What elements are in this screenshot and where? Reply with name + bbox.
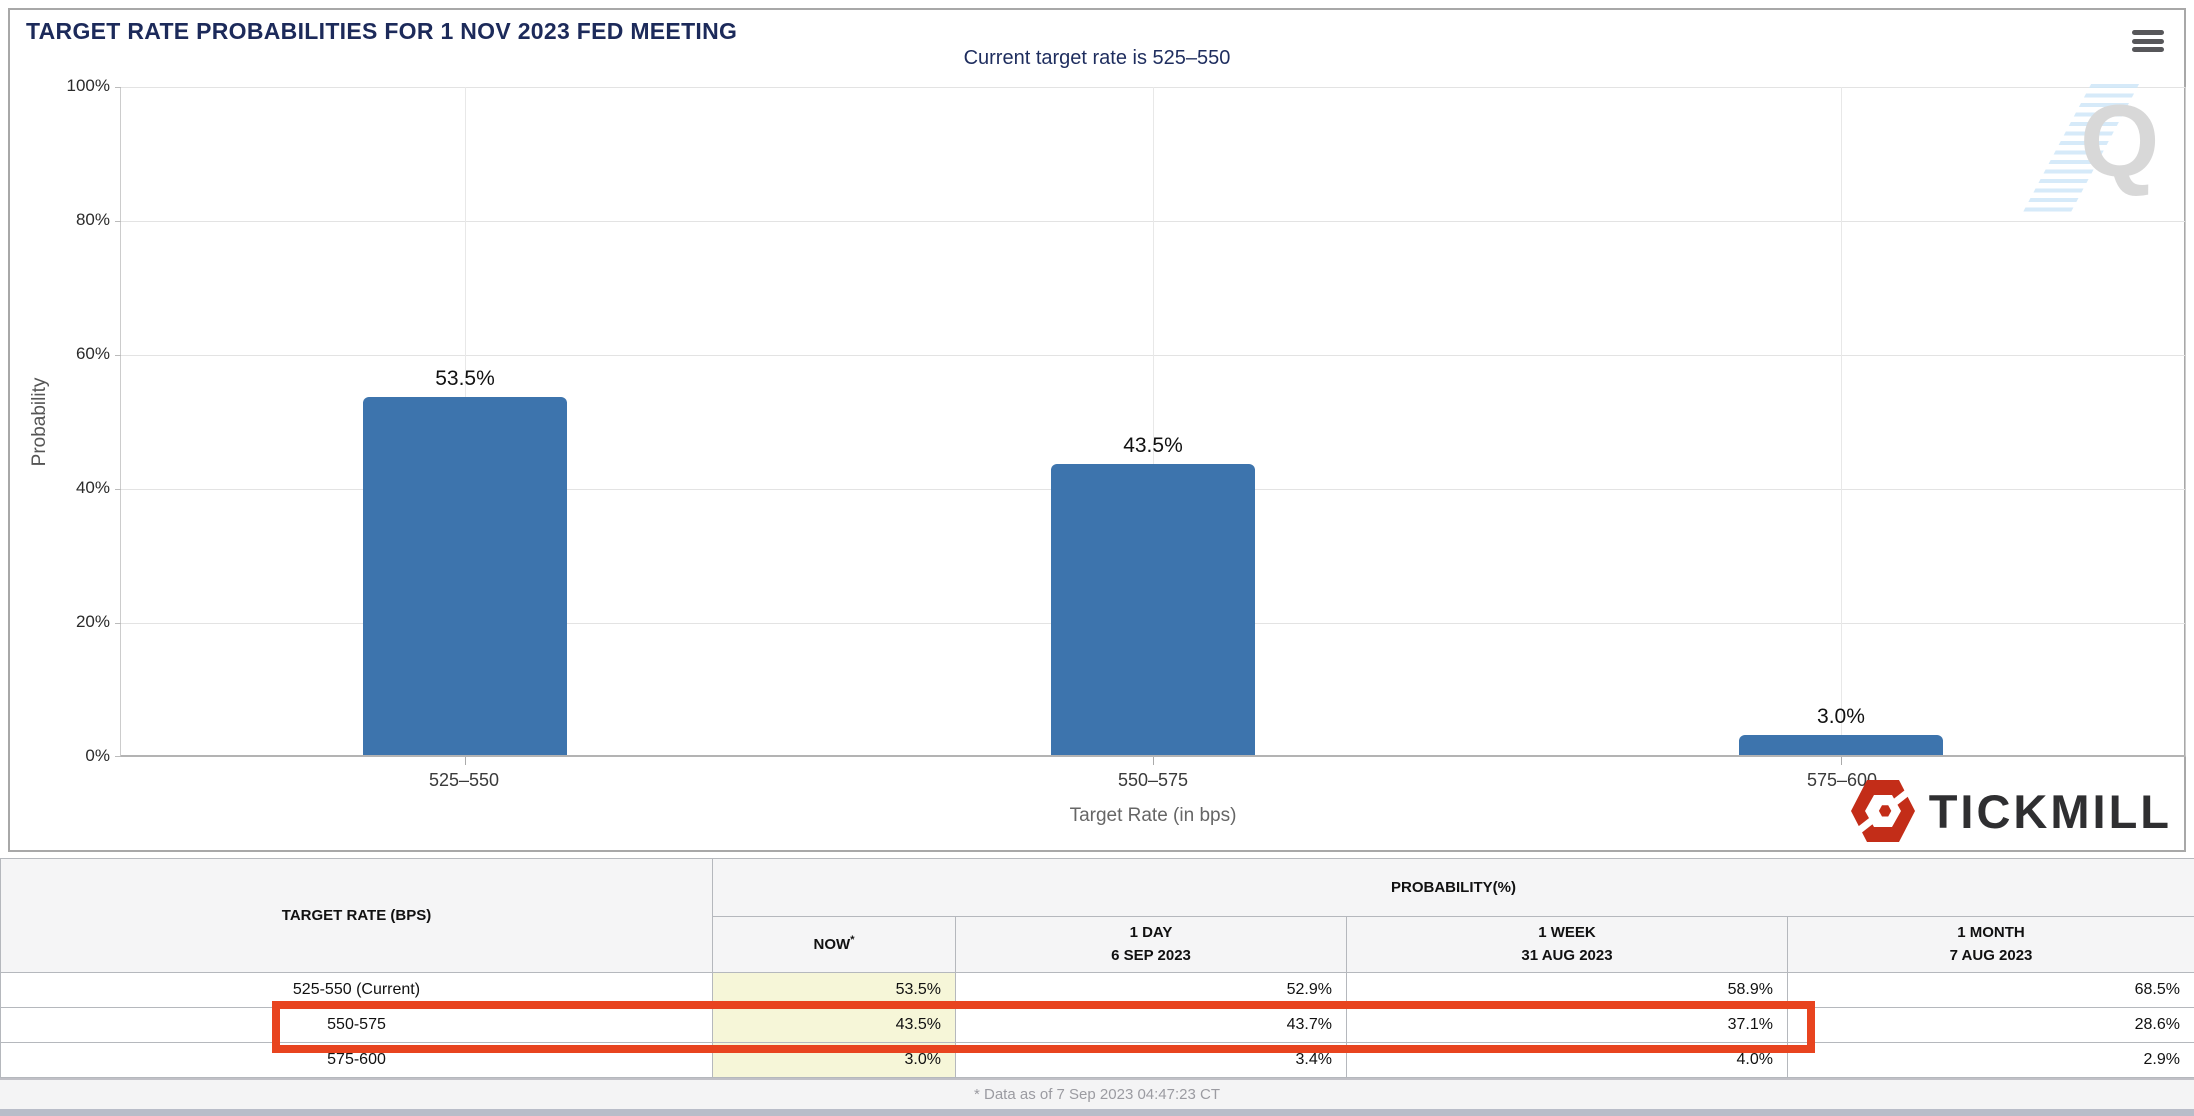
now-value: 43.5% [712, 1007, 956, 1043]
x-tick-mark [464, 757, 466, 765]
gridline [1153, 87, 1154, 755]
month-value: 68.5% [1787, 972, 2194, 1008]
table-row-575-600: 575-600 3.0% 3.4% 4.0% 2.9% [0, 1042, 2194, 1078]
chart-subtitle: Current target rate is 525–550 [963, 47, 1231, 69]
watermark-q-letter: Q [2080, 84, 2160, 198]
bar-group-575-600: 3.0% [1497, 87, 2185, 755]
y-tick-label: 40% [75, 478, 110, 497]
y-tick-label: 60% [75, 344, 110, 363]
y-tick-label: 20% [75, 612, 110, 631]
x-axis-title: Target Rate (in bps) [1069, 805, 1237, 826]
col-header-target-rate: TARGET RATE (BPS) [0, 858, 713, 973]
y-tick-mark [115, 355, 121, 356]
rate-label: 525-550 (Current) [0, 972, 713, 1008]
bar-value-label: 43.5% [1123, 434, 1183, 457]
y-tick-label: 0% [85, 746, 110, 765]
bar-575-600 [1738, 735, 1943, 755]
tickmill-wordmark: TICKMILL [1928, 784, 2172, 838]
col-header-1week: 1 WEEK 31 AUG 2023 [1346, 916, 1788, 973]
y-tick-label: 100% [66, 76, 110, 95]
day-value: 3.4% [955, 1042, 1347, 1078]
table-row-550-575: 550-575 43.5% 43.7% 37.1% 28.6% [0, 1007, 2194, 1043]
y-tick-mark [115, 623, 121, 624]
col-header-1day: 1 DAY 6 SEP 2023 [955, 916, 1347, 973]
x-tick-label: 550–575 [1117, 770, 1189, 790]
y-tick-mark [115, 221, 121, 222]
footer-note: * Data as of 7 Sep 2023 04:47:23 CT [974, 1086, 1220, 1103]
now-value: 53.5% [712, 972, 956, 1008]
hamburger-menu-icon[interactable] [2132, 30, 2166, 58]
day-value: 43.7% [955, 1007, 1347, 1043]
x-tick-mark [1153, 757, 1154, 765]
page-title: TARGET RATE PROBABILITIES FOR 1 NOV 2023… [26, 18, 738, 44]
hamburger-bar [2132, 30, 2164, 35]
probability-table: TARGET RATE (BPS) PROBABILITY(%) NOW* 1 … [0, 858, 2194, 1078]
y-tick-mark [115, 489, 121, 490]
rate-label: 575-600 [0, 1042, 713, 1078]
week-value: 58.9% [1346, 972, 1788, 1008]
tickmill-logo: TICKMILL [1850, 778, 2172, 844]
month-value: 2.9% [1787, 1042, 2194, 1078]
rate-label: 550-575 [0, 1007, 713, 1043]
month-value: 28.6% [1787, 1007, 2194, 1043]
quikstrike-watermark: Q [2020, 80, 2188, 225]
now-value: 3.0% [712, 1042, 956, 1078]
y-tick-mark [115, 87, 121, 88]
plot-area: 53.5% 43.5% 3.0% [115, 87, 2186, 765]
bar-value-label: 3.0% [1817, 705, 1865, 728]
bottom-strip [0, 1109, 2194, 1116]
week-value: 37.1% [1346, 1007, 1788, 1043]
table-row-525-550: 525-550 (Current) 53.5% 52.9% 58.9% 68.5… [0, 972, 2194, 1008]
day-value: 52.9% [955, 972, 1347, 1008]
tickmill-hexagon-icon [1850, 780, 1915, 842]
y-tick-label: 80% [75, 210, 110, 229]
week-value: 4.0% [1346, 1042, 1788, 1078]
gridline [1840, 87, 1842, 755]
x-tick-label: 575–600 [1806, 770, 1878, 790]
bar-525-550 [362, 397, 567, 755]
hamburger-bar [2132, 47, 2164, 52]
bar-group-525-550: 53.5% [121, 87, 809, 755]
x-tick-mark [1840, 757, 1842, 765]
bar-value-label: 53.5% [435, 367, 495, 390]
col-header-now: NOW* [712, 916, 956, 973]
y-tick-mark [115, 756, 121, 757]
hamburger-bar [2132, 38, 2164, 44]
y-axis-title: Probability [29, 377, 50, 467]
x-tick-label: 525–550 [428, 770, 500, 790]
chart-card: TARGET RATE PROBABILITIES FOR 1 NOV 2023… [8, 8, 2186, 852]
bar-550-575 [1050, 464, 1255, 755]
col-header-probability-group: PROBABILITY(%) [712, 858, 2194, 917]
data-as-of-footer: * Data as of 7 Sep 2023 04:47:23 CT [0, 1078, 2194, 1109]
bar-group-550-575: 43.5% [809, 87, 1497, 755]
col-header-1month: 1 MONTH 7 AUG 2023 [1787, 916, 2194, 973]
